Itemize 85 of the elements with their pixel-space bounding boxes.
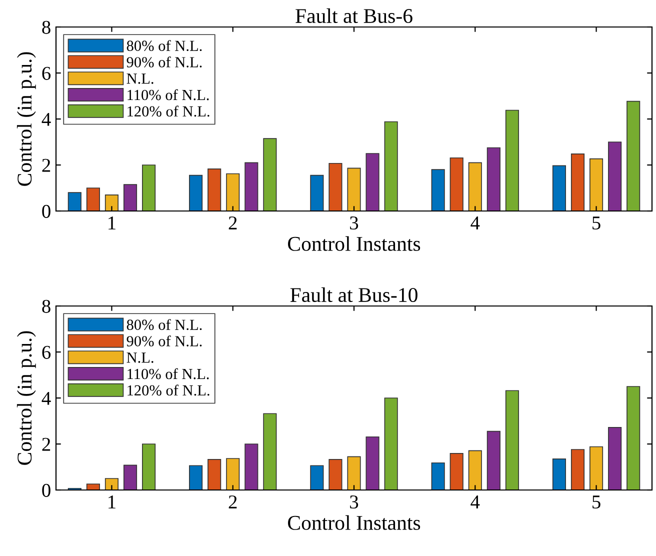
y-tick-label: 6 bbox=[42, 66, 51, 80]
legend-label: N.L. bbox=[126, 352, 154, 363]
bar bbox=[589, 158, 604, 211]
bar bbox=[189, 174, 203, 211]
bar bbox=[142, 444, 156, 490]
bar bbox=[328, 162, 342, 211]
legend-label: 80% of N.L. bbox=[126, 319, 202, 330]
bar bbox=[486, 430, 500, 490]
bar bbox=[123, 184, 138, 211]
bar bbox=[366, 436, 380, 490]
bar bbox=[347, 168, 361, 211]
chart-title: Fault at Bus-6 bbox=[296, 8, 412, 24]
bar bbox=[468, 162, 482, 211]
bar bbox=[608, 427, 622, 490]
bar bbox=[263, 413, 277, 490]
bar bbox=[552, 458, 566, 490]
bar bbox=[68, 192, 82, 211]
bar bbox=[310, 465, 324, 490]
bar bbox=[505, 390, 519, 490]
bar bbox=[142, 164, 156, 211]
bar bbox=[552, 165, 566, 211]
bar bbox=[86, 484, 100, 490]
bar bbox=[189, 465, 203, 490]
y-tick-label: 6 bbox=[42, 346, 51, 359]
bar bbox=[468, 450, 482, 490]
bar bbox=[486, 147, 500, 211]
bar bbox=[86, 188, 100, 211]
x-tick-label: 5 bbox=[592, 496, 600, 509]
y-tick-label: 2 bbox=[42, 158, 50, 172]
x-axis-title: Control Instants bbox=[288, 515, 420, 530]
y-tick-label: 4 bbox=[42, 112, 51, 126]
bar bbox=[310, 174, 324, 211]
bar bbox=[431, 169, 445, 211]
bar bbox=[244, 162, 258, 211]
legend-label: N.L. bbox=[126, 74, 154, 84]
y-tick-label: 8 bbox=[42, 300, 50, 313]
legend-label: 110% of N.L. bbox=[128, 89, 209, 100]
legend-label: 90% of N.L. bbox=[126, 56, 202, 68]
legend-label: 110% of N.L. bbox=[128, 368, 209, 380]
y-tick-label: 2 bbox=[42, 438, 50, 451]
bar bbox=[450, 453, 464, 490]
x-tick-label: 5 bbox=[592, 216, 600, 230]
legend-label: 120% of N.L. bbox=[128, 106, 210, 117]
x-tick-label: 1 bbox=[108, 496, 116, 508]
bar bbox=[347, 456, 361, 490]
legend-label: 90% of N.L. bbox=[126, 335, 202, 346]
x-tick-label: 4 bbox=[470, 216, 480, 230]
x-tick-label: 2 bbox=[228, 495, 237, 508]
x-tick-label: 1 bbox=[108, 216, 116, 230]
bar bbox=[226, 173, 240, 211]
bar bbox=[608, 142, 622, 211]
bar bbox=[570, 449, 585, 490]
bar bbox=[384, 121, 398, 211]
bar bbox=[244, 444, 258, 490]
y-tick-label: 8 bbox=[42, 20, 50, 34]
legend-label: 80% of N.L. bbox=[126, 40, 202, 52]
bar bbox=[208, 168, 222, 211]
x-axis-title: Control Instants bbox=[288, 236, 420, 251]
x-tick-label: 3 bbox=[350, 495, 358, 509]
bar bbox=[104, 478, 119, 490]
bar bbox=[226, 458, 240, 490]
x-tick-label: 3 bbox=[350, 216, 358, 230]
y-tick-label: 4 bbox=[42, 392, 51, 405]
x-tick-label: 2 bbox=[228, 216, 237, 230]
bar bbox=[589, 446, 604, 490]
bar bbox=[328, 458, 342, 490]
x-tick-label: 4 bbox=[470, 496, 480, 508]
bar bbox=[208, 458, 222, 490]
bar bbox=[505, 110, 519, 211]
bar bbox=[570, 154, 585, 211]
chart-title: Fault at Bus-10 bbox=[290, 287, 418, 302]
legend-label: 120% of N.L. bbox=[128, 384, 210, 396]
y-tick-label: 0 bbox=[42, 204, 50, 218]
bar bbox=[384, 398, 398, 490]
bar bbox=[626, 100, 640, 211]
bar bbox=[104, 194, 119, 211]
bar bbox=[123, 464, 138, 490]
bar bbox=[366, 153, 380, 211]
bar bbox=[626, 386, 640, 490]
bar bbox=[431, 462, 445, 490]
y-axis-title: Control (in p.u.) bbox=[16, 52, 36, 186]
y-tick-label: 0 bbox=[42, 484, 50, 497]
bar bbox=[263, 138, 277, 211]
bar bbox=[450, 157, 464, 211]
y-axis-title: Control (in p.u.) bbox=[16, 331, 36, 465]
